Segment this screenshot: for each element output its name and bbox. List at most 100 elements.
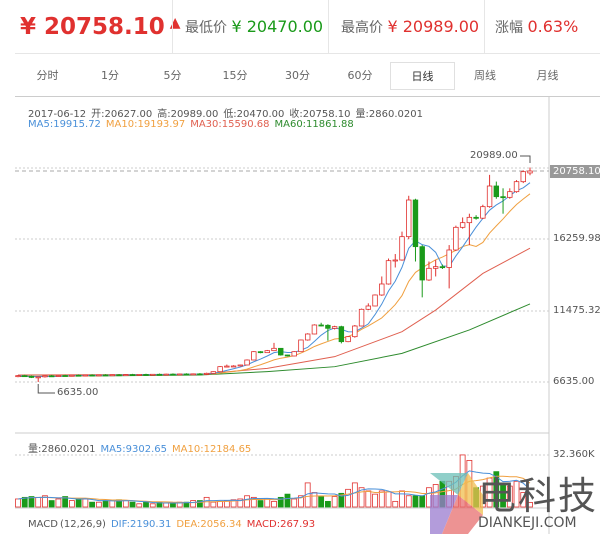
volume-bar [129, 501, 136, 508]
volume-bar [75, 498, 82, 508]
volume-bar [324, 500, 331, 508]
tab-0[interactable]: 分时 [36, 69, 59, 82]
tab-2[interactable]: 5分 [163, 69, 182, 82]
vol-ma10: MA10:12184.65 [172, 444, 252, 455]
volume-bar [190, 500, 197, 508]
volume-bar [493, 471, 500, 508]
change-label: 涨幅 [495, 19, 523, 36]
volume-bar [365, 490, 372, 508]
candle-body [419, 246, 425, 281]
candle-body [251, 351, 257, 361]
candle-body [170, 373, 176, 376]
candle-body [379, 283, 385, 296]
volume-bar [506, 485, 513, 508]
info-date: 2017-06-12 [28, 109, 87, 120]
ma60-line [17, 303, 531, 378]
candle-body [291, 351, 297, 357]
volume-bar [345, 488, 352, 508]
info-close: 收:20758.10 [289, 109, 351, 120]
candle-body [278, 347, 284, 356]
tab-1[interactable]: 1分 [101, 69, 119, 82]
candle-body [75, 374, 82, 377]
candle-body [439, 266, 446, 269]
candle-body [385, 260, 392, 285]
volume-bar [351, 482, 358, 508]
candle-body [520, 171, 526, 183]
volume-bar [48, 500, 55, 508]
candle-body [325, 324, 331, 329]
candle-body [183, 373, 190, 376]
candle-body [264, 350, 270, 354]
tab-7[interactable]: 周线 [474, 69, 496, 82]
tab-3[interactable]: 15分 [222, 69, 248, 82]
candle-body [69, 374, 75, 377]
volume-bar [257, 500, 264, 508]
candle-body [190, 373, 196, 376]
low-label: 最低价 [185, 19, 227, 36]
volume-bar [271, 500, 277, 508]
macd-info: MACD (12,26,9) DIF:2190.31 DEA:2056.34 MACD:… [28, 519, 320, 530]
candle-body [432, 266, 439, 269]
current-price: ¥ 20758.10 [20, 13, 165, 40]
y-tick: 6635.00 [553, 376, 595, 387]
candle-body [96, 374, 102, 377]
volume-bar [419, 495, 426, 508]
max-price-label: 20989.00 [470, 150, 518, 161]
candle-body [176, 373, 183, 376]
vol-ma5: MA5:9302.65 [100, 444, 168, 455]
candle-body [197, 373, 203, 376]
candle-body [426, 267, 432, 281]
volume-bar [412, 495, 419, 508]
candle-body [338, 326, 345, 343]
candle-body [42, 375, 48, 378]
period-tabs: 分时 1分 5分 15分 30分 60分 日线 周线 月线 [15, 62, 600, 90]
candle-body [62, 375, 68, 377]
volume-bar [405, 495, 412, 508]
volume-bar [149, 503, 156, 508]
change-value: 0.63% [527, 17, 579, 36]
info-ma5: MA5:19915.72 [28, 119, 101, 130]
tab-4[interactable]: 30分 [285, 69, 310, 82]
tab-8[interactable]: 月线 [536, 69, 559, 82]
candle-body [224, 365, 230, 368]
candle-body [284, 354, 291, 357]
candle-body [453, 226, 459, 251]
volume-bar [277, 496, 284, 508]
volume-bar [392, 500, 399, 508]
info-ma30: MA30:15590.68 [190, 119, 270, 130]
vol-value: 量:2860.0201 [28, 444, 96, 455]
candle-body [486, 185, 493, 208]
tab-6[interactable]: 日线 [390, 62, 455, 90]
info-high: 高:20989.00 [157, 109, 219, 120]
volume-bar [331, 496, 338, 508]
candle-body [480, 206, 486, 219]
volume-bar [35, 496, 42, 508]
candle-body [109, 374, 116, 377]
candle-body [318, 324, 324, 327]
candle-body [365, 305, 372, 310]
info-volume: 量:2860.0201 [355, 109, 423, 120]
macd-params: (12,26,9) [59, 519, 106, 530]
volume-bar [284, 493, 291, 508]
candle-body [22, 375, 28, 378]
high-label: 最高价 [341, 19, 383, 36]
candle-body [527, 170, 533, 174]
info-open: 开:20627.00 [91, 109, 153, 120]
candle-body [493, 185, 500, 198]
candle-body [345, 336, 351, 343]
candle-body [358, 308, 365, 327]
candle-body [156, 373, 163, 376]
candle-body [372, 294, 378, 307]
candle-body [210, 371, 217, 374]
candle-body [507, 191, 513, 198]
volume-bar [196, 500, 203, 508]
candle-body [331, 326, 338, 329]
candle-body [129, 374, 136, 377]
volume-bar [500, 484, 506, 508]
watermark-logo-icon [430, 473, 483, 534]
quote-header: ¥ 20758.10 ▲ 最低价 ¥ 20470.00 最高价 ¥ 20989.… [15, 0, 600, 54]
tab-5[interactable]: 60分 [347, 69, 373, 82]
candle-body [136, 374, 142, 376]
candle-body [237, 364, 244, 367]
volume-bar [163, 502, 170, 508]
